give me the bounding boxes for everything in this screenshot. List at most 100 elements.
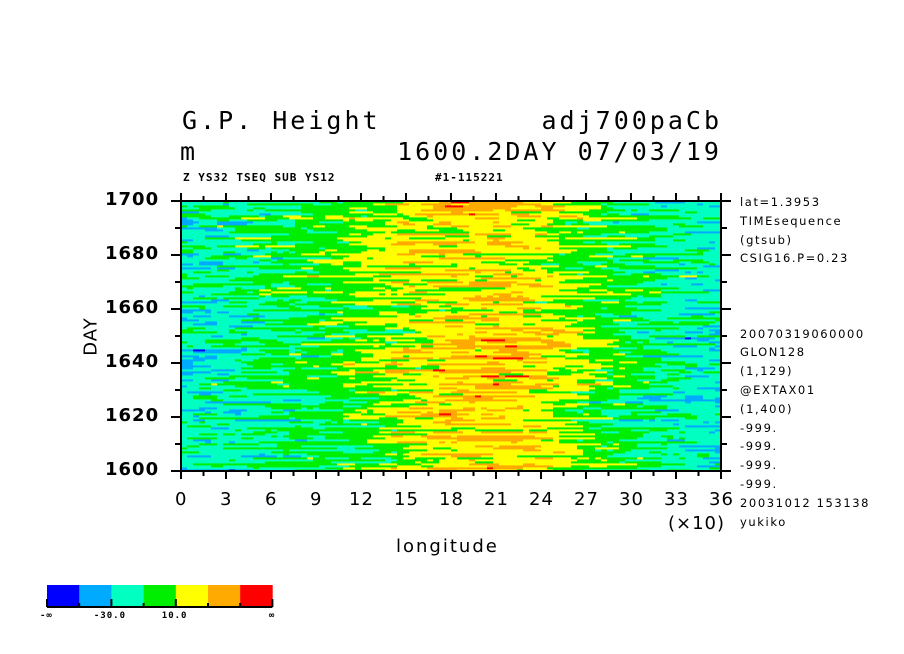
heatmap-cell	[475, 449, 482, 452]
heatmap-cell	[211, 401, 218, 404]
heatmap-cell	[553, 415, 560, 418]
heatmap-cell	[493, 457, 500, 460]
heatmap-cell	[391, 461, 398, 464]
heatmap-cell	[379, 369, 386, 372]
heatmap-cell	[601, 383, 608, 386]
heatmap-cell	[361, 391, 368, 394]
heatmap-cell	[367, 391, 374, 394]
heatmap-cell	[295, 371, 302, 374]
heatmap-cell	[595, 391, 602, 394]
heatmap-cell	[637, 431, 644, 434]
heatmap-cell	[499, 455, 506, 458]
heatmap-cell	[337, 399, 344, 402]
heatmap-cell	[715, 367, 722, 370]
heatmap-cell	[523, 423, 530, 426]
heatmap-cell	[259, 465, 266, 468]
heatmap-cell	[229, 405, 236, 408]
heatmap-cell	[685, 411, 692, 414]
heatmap-cell	[595, 407, 602, 410]
heatmap-cell	[475, 401, 482, 404]
heatmap-cell	[319, 445, 326, 448]
heatmap-cell	[427, 445, 434, 448]
heatmap-cell	[439, 387, 446, 390]
heatmap-cell	[511, 371, 518, 374]
heatmap-cell	[517, 427, 524, 430]
heatmap-cell	[391, 401, 398, 404]
heatmap-cell	[301, 375, 308, 378]
heatmap-cell	[283, 383, 290, 386]
heatmap-cell	[529, 461, 536, 464]
heatmap-cell	[673, 371, 680, 374]
heatmap-cell	[427, 369, 434, 372]
heatmap-cell	[241, 419, 248, 422]
heatmap-cell	[625, 387, 632, 390]
heatmap-cell	[379, 437, 386, 440]
heatmap-cell	[637, 441, 644, 444]
heatmap-cell	[235, 367, 242, 370]
heatmap-cell	[463, 411, 470, 414]
heatmap-cell	[187, 383, 194, 386]
heatmap-cell	[577, 405, 584, 408]
heatmap-cell	[391, 373, 398, 376]
heatmap-cell	[715, 417, 722, 420]
heatmap-cell	[379, 393, 386, 396]
heatmap-cell	[691, 465, 698, 468]
heatmap-cell	[283, 465, 290, 468]
heatmap-cell	[553, 459, 560, 462]
heatmap-cell	[187, 391, 194, 394]
heatmap-cell	[343, 371, 350, 374]
heatmap-cell	[247, 389, 254, 392]
heatmap-cell	[661, 413, 668, 416]
heatmap-cell	[301, 377, 308, 380]
heatmap-cell	[499, 433, 506, 436]
heatmap-cell	[703, 405, 710, 408]
heatmap-cell	[385, 407, 392, 410]
heatmap-cell	[427, 407, 434, 410]
heatmap-cell	[349, 427, 356, 430]
heatmap-cell	[355, 439, 362, 442]
side-info-line: (gtsub)	[740, 232, 793, 247]
heatmap-cell	[703, 397, 710, 400]
heatmap-cell	[499, 443, 506, 446]
heatmap-cell	[691, 467, 698, 470]
heatmap-cell	[481, 421, 488, 424]
heatmap-cell	[697, 367, 704, 370]
heatmap-cell	[331, 399, 338, 402]
heatmap-cell	[265, 409, 272, 412]
heatmap-cell	[211, 425, 218, 428]
heatmap-cell	[427, 391, 434, 394]
heatmap-cell	[223, 417, 230, 420]
heatmap-cell	[427, 419, 434, 422]
heatmap-cell	[385, 373, 392, 376]
heatmap-cell	[457, 443, 464, 446]
heatmap-cell	[301, 447, 308, 450]
heatmap-cell	[547, 433, 554, 436]
heatmap-cell	[469, 395, 476, 398]
heatmap-cell	[319, 387, 326, 390]
heatmap-cell	[325, 415, 332, 418]
heatmap-cell	[193, 397, 200, 400]
heatmap-cell	[613, 427, 620, 430]
heatmap-cell	[325, 389, 332, 392]
heatmap-cell	[307, 413, 314, 416]
heatmap-cell	[655, 363, 662, 366]
heatmap-cell	[703, 369, 710, 372]
heatmap-cell	[493, 363, 500, 366]
heatmap-cell	[499, 395, 506, 398]
heatmap-cell	[601, 391, 608, 394]
heatmap-cell	[511, 455, 518, 458]
heatmap-cell	[391, 449, 398, 452]
heatmap-cell	[601, 367, 608, 370]
heatmap-cell	[271, 387, 278, 390]
heatmap-cell	[439, 383, 446, 386]
heatmap-cell	[655, 431, 662, 434]
heatmap-cell	[289, 461, 296, 464]
heatmap-cell	[361, 415, 368, 418]
heatmap-cell	[313, 369, 320, 372]
heatmap-cell	[667, 423, 674, 426]
heatmap-cell	[649, 377, 656, 380]
heatmap-cell	[337, 419, 344, 422]
heatmap-cell	[523, 449, 530, 452]
heatmap-cell	[451, 389, 458, 392]
heatmap-cell	[559, 379, 566, 382]
